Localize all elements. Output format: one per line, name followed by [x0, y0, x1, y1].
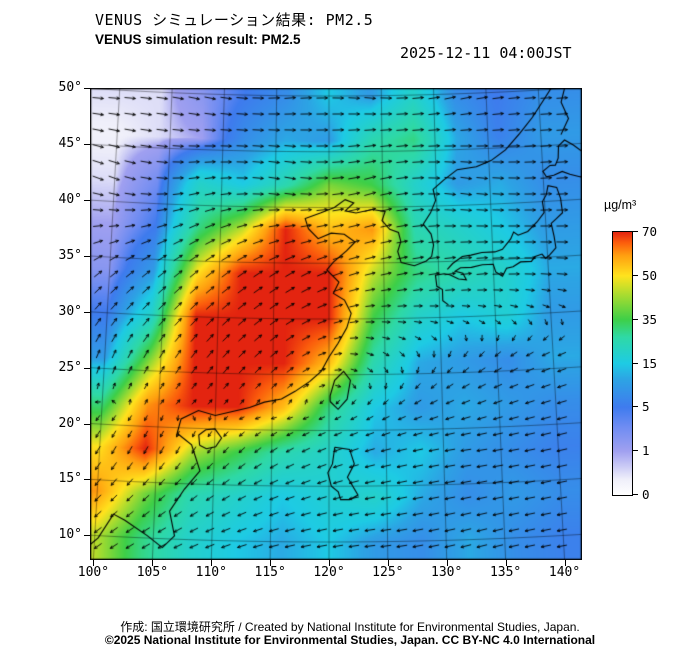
- colorbar-tick-label: 50: [642, 267, 658, 283]
- lon-tick-label: 120°: [313, 565, 345, 580]
- lat-tick-label: 40°: [58, 192, 82, 208]
- lat-tick-mark: [84, 255, 90, 257]
- title-english: VENUS simulation result: PM2.5: [95, 32, 301, 47]
- lat-tick-mark: [84, 144, 90, 146]
- title-japanese: VENUS シミュレーション結果: PM2.5: [95, 11, 374, 29]
- lon-tick-mark: [152, 560, 154, 566]
- lon-tick-mark: [211, 560, 213, 566]
- footer-copyright: ©2025 National Institute for Environment…: [104, 633, 596, 647]
- lon-tick-label: 140°: [548, 565, 581, 580]
- lat-tick-label: 50°: [58, 80, 82, 96]
- lat-tick-label: 15°: [58, 471, 82, 487]
- colorbar-unit: µg/m³: [604, 198, 637, 212]
- lat-tick-label: 10°: [58, 527, 82, 543]
- lon-tick-mark: [387, 560, 389, 566]
- colorbar-tick-mark: [633, 231, 638, 232]
- lon-tick-label: 105°: [136, 565, 169, 580]
- colorbar-tick-mark: [633, 406, 638, 408]
- lat-tick-label: 30°: [58, 303, 82, 319]
- lat-tick-mark: [84, 311, 90, 313]
- colorbar-tick-label: 1: [642, 443, 650, 459]
- lon-tick-label: 135°: [489, 565, 522, 580]
- lat-tick-label: 25°: [58, 359, 82, 375]
- colorbar-tick-mark: [633, 494, 638, 495]
- lon-tick-label: 125°: [372, 565, 404, 580]
- footer-credit: 作成: 国立環境研究所 / Created by National Instit…: [120, 620, 580, 634]
- map-canvas: [90, 88, 582, 560]
- lat-tick-mark: [84, 88, 90, 90]
- lon-tick-label: 130°: [431, 565, 463, 580]
- timestamp: 2025-12-11 04:00JST: [400, 44, 572, 62]
- lat-tick-label: 45°: [58, 136, 82, 152]
- lat-tick-mark: [84, 535, 90, 537]
- lon-tick-mark: [446, 560, 448, 566]
- colorbar-tick-label: 15: [642, 355, 658, 371]
- lat-tick-label: 35°: [58, 247, 82, 263]
- lon-tick-label: 110°: [195, 565, 227, 580]
- lon-tick-mark: [270, 560, 272, 566]
- colorbar-tick-mark: [633, 318, 638, 320]
- lat-axis: 50° 45° 40° 35° 30° 25° 20° 15° 10°: [0, 0, 90, 649]
- colorbar-tick-label: 0: [642, 487, 650, 502]
- colorbar-tick-mark: [633, 450, 638, 452]
- colorbar-tick-label: 70: [642, 224, 658, 239]
- lat-tick-mark: [84, 423, 90, 425]
- colorbar-gradient: [612, 231, 633, 496]
- lon-tick-mark: [93, 560, 95, 566]
- lon-tick-mark: [329, 560, 330, 566]
- colorbar-ticks: 70 50 35 15 5 1 0: [600, 196, 700, 526]
- lat-tick-label: 20°: [58, 415, 82, 431]
- colorbar-tick-mark: [633, 362, 638, 364]
- lat-tick-mark: [84, 200, 90, 202]
- colorbar-tick-mark: [633, 274, 638, 276]
- colorbar-tick-label: 5: [642, 399, 650, 415]
- lon-tick-mark: [564, 560, 566, 566]
- lon-tick-mark: [505, 560, 507, 566]
- colorbar: µg/m³ 70 50 35 15 5 1 0: [600, 196, 700, 526]
- lon-tick-label: 115°: [254, 565, 286, 580]
- lat-tick-mark: [84, 479, 90, 481]
- lat-tick-mark: [84, 367, 90, 369]
- colorbar-tick-label: 35: [642, 311, 658, 327]
